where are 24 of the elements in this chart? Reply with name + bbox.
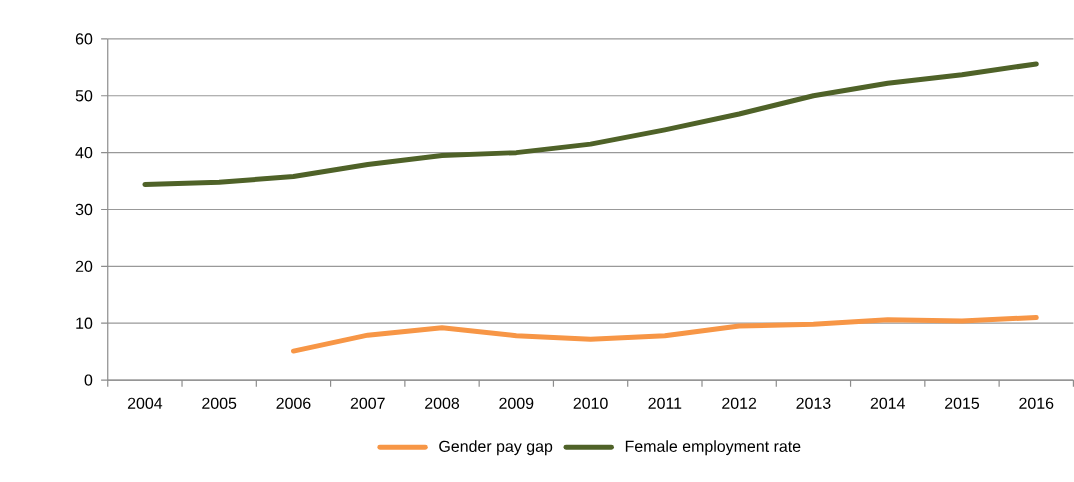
x-tick-label: 2006 xyxy=(276,397,311,409)
x-tick-label: 2012 xyxy=(722,397,757,409)
x-tick-label: 2015 xyxy=(945,397,980,409)
y-tick-label: 20 xyxy=(75,260,93,273)
legend-label: Gender pay gap xyxy=(439,440,553,456)
x-tick-label: 2004 xyxy=(127,397,163,409)
y-tick-label: 10 xyxy=(76,317,93,329)
x-tick-label: 2014 xyxy=(870,397,905,409)
x-tick-label: 2010 xyxy=(573,397,608,409)
line-series xyxy=(142,61,1039,188)
x-tick-label: 2008 xyxy=(425,397,460,409)
x-tick-label: 2016 xyxy=(1019,397,1054,409)
y-tick-label: 50 xyxy=(75,90,93,102)
x-tick-label: 2009 xyxy=(499,397,534,409)
x-tick-label: 2013 xyxy=(796,397,831,409)
y-tick-label: 0 xyxy=(84,374,93,386)
x-tick-label: 2007 xyxy=(350,397,385,409)
y-tick-label: 30 xyxy=(75,203,93,216)
y-tick-label: 40 xyxy=(75,147,93,159)
legend-label: Female employment rate xyxy=(625,440,801,456)
x-tick-label: 2011 xyxy=(648,397,682,409)
y-tick-label: 60 xyxy=(75,33,93,45)
line-series xyxy=(290,315,1039,354)
x-tick-label: 2005 xyxy=(202,397,237,409)
